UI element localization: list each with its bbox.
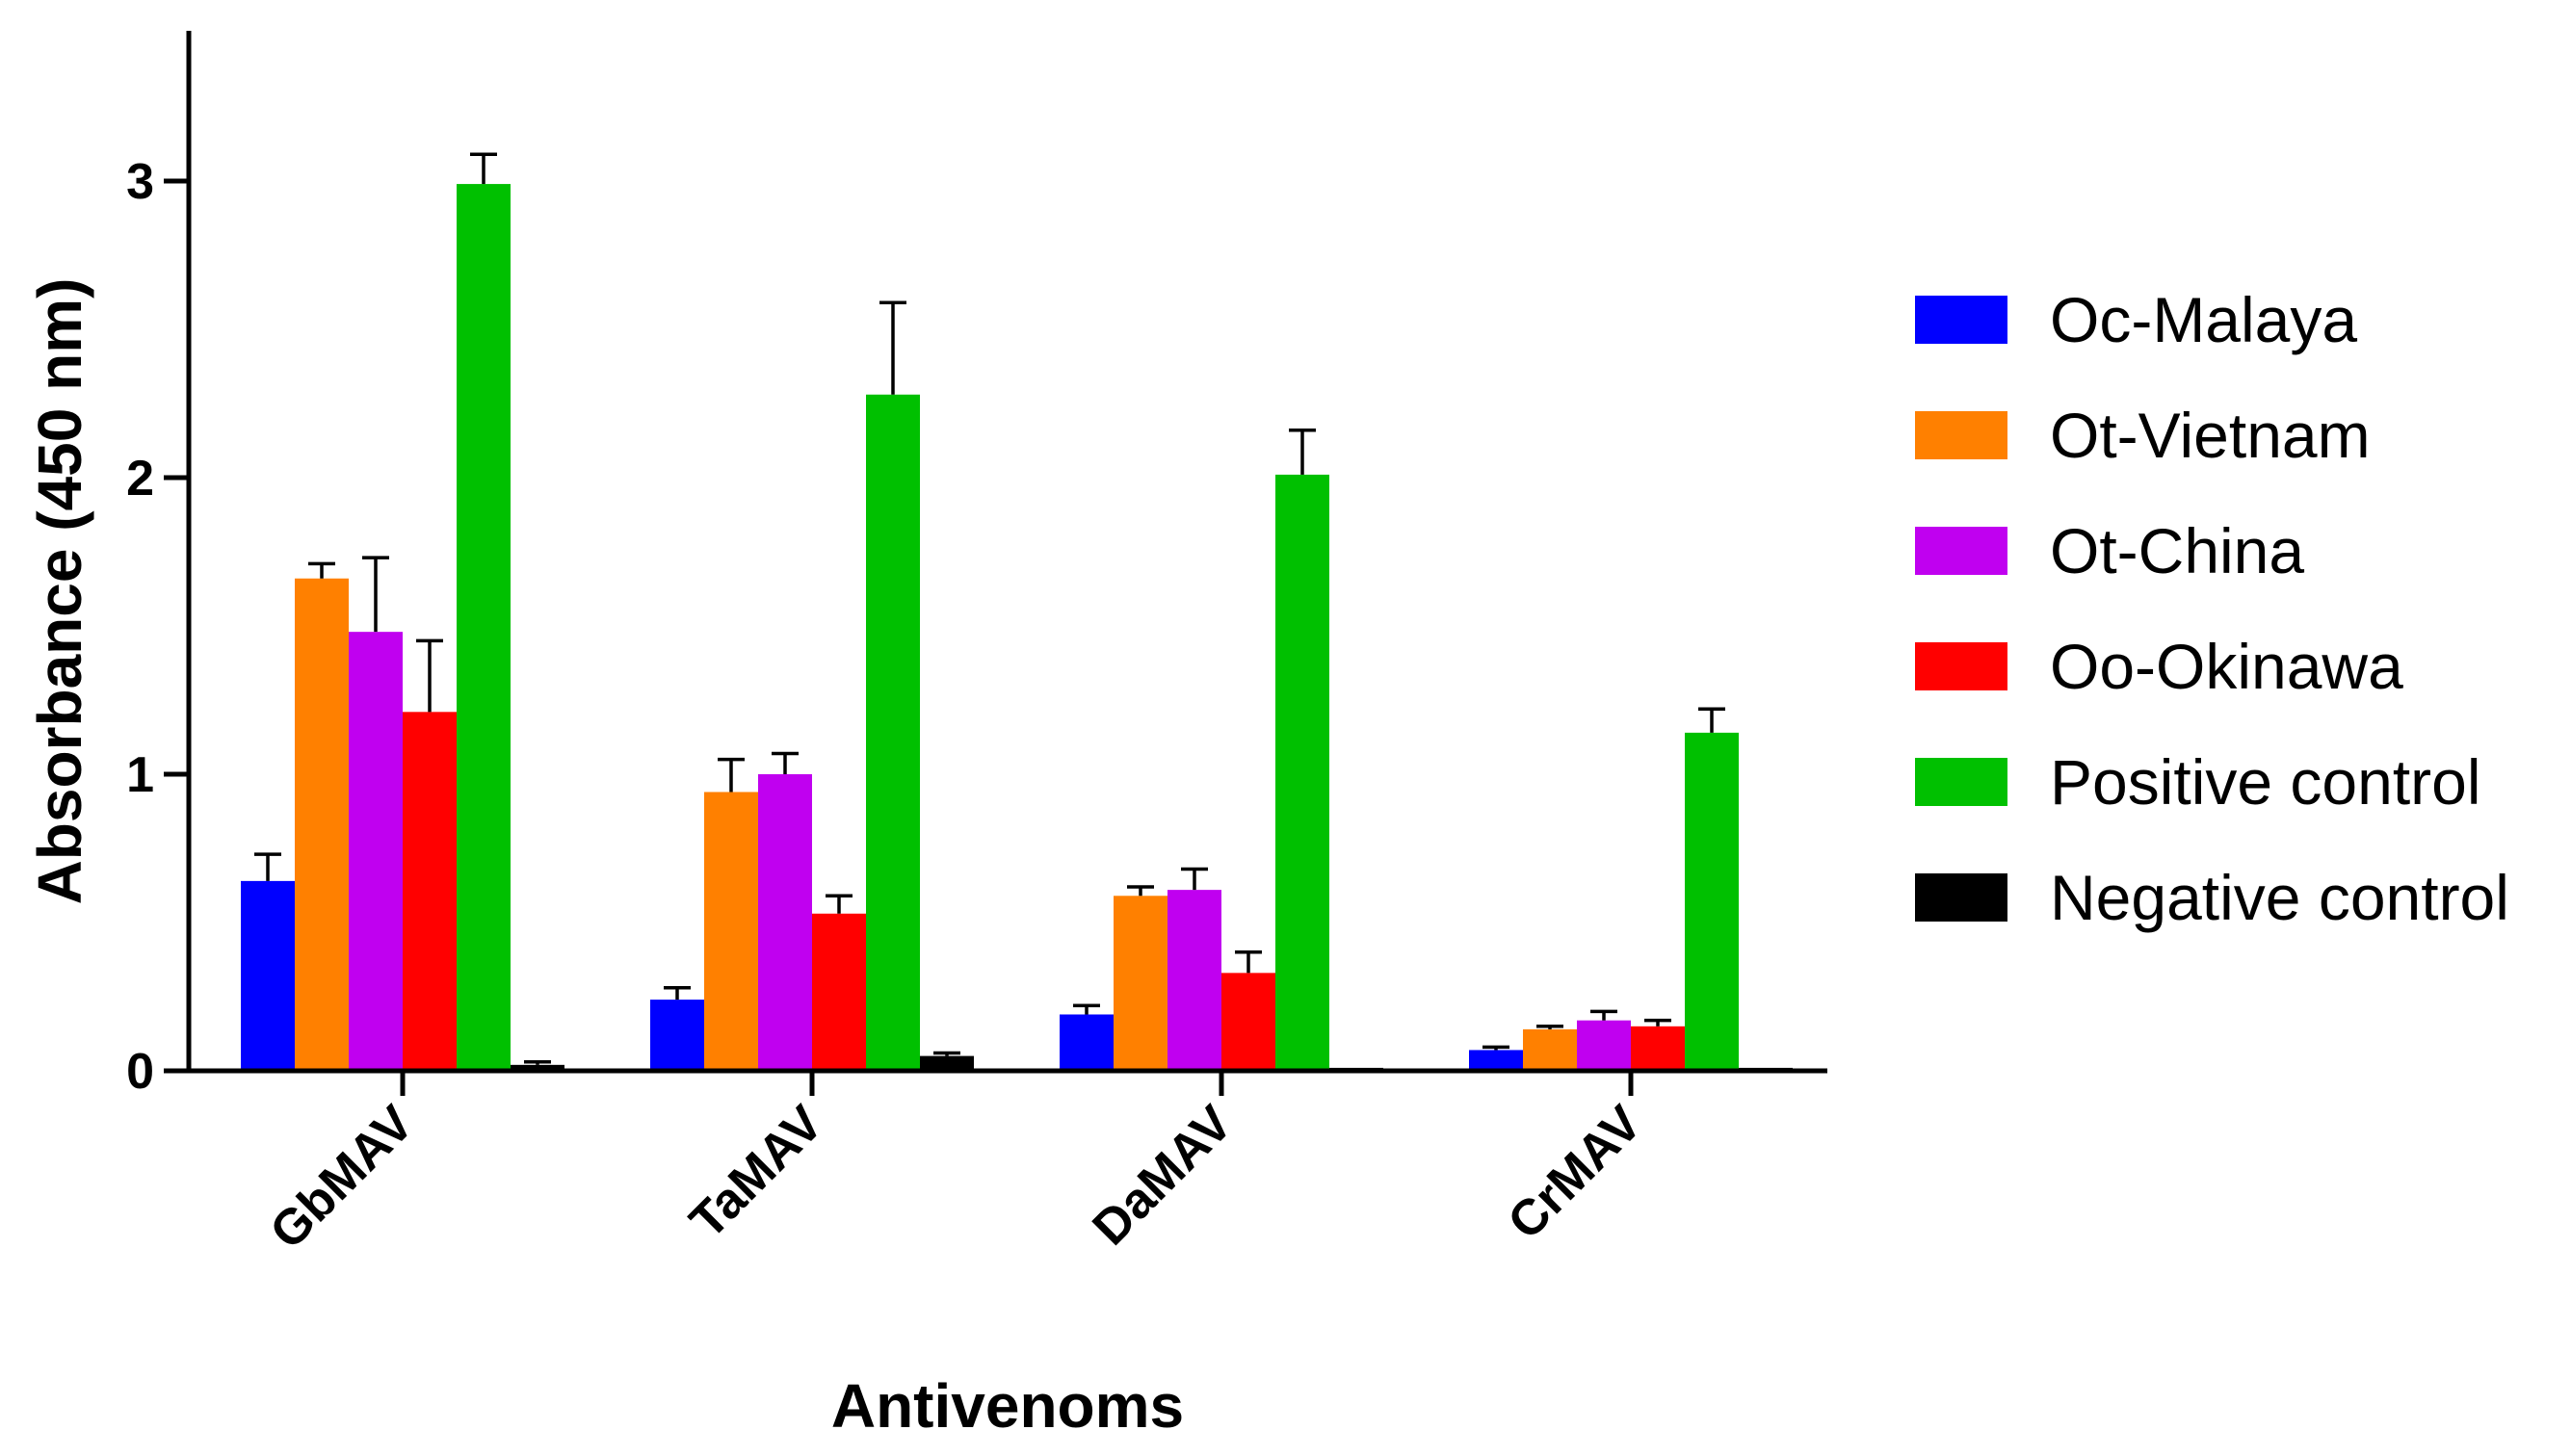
legend-swatch-ot-china: [1915, 527, 2007, 575]
legend-label-oo-okinawa: Oo-Okinawa: [2050, 631, 2403, 702]
bar-gbmav-ot-vietnam: [295, 578, 349, 1071]
bar-damav-oo-okinawa: [1221, 973, 1275, 1071]
bar-tamav-oo-okinawa: [812, 913, 866, 1071]
y-axis-ticks: 0 1 2 3: [126, 154, 189, 1100]
bar-crmav-oo-okinawa: [1631, 1026, 1685, 1071]
bar-crmav-ot-vietnam: [1523, 1028, 1577, 1071]
legend-label-negative-control: Negative control: [2050, 862, 2509, 933]
bar-tamav-negative-control: [920, 1055, 974, 1071]
y-tick-label: 2: [126, 451, 154, 507]
x-tick-label-gbmav: GbMAV: [259, 1095, 424, 1260]
bar-gbmav-positive-control: [457, 184, 511, 1071]
bar-gbmav-negative-control: [511, 1064, 564, 1071]
bar-gbmav-oo-okinawa: [403, 712, 457, 1071]
legend-swatch-ot-vietnam: [1915, 411, 2007, 459]
y-tick-label: 1: [126, 747, 154, 803]
legend-label-ot-china: Ot-China: [2050, 515, 2304, 586]
x-tick-label-crmav: CrMAV: [1498, 1095, 1653, 1250]
bar-damav-ot-china: [1167, 890, 1221, 1071]
x-axis-ticks: GbMAV TaMAV DaMAV CrMAV: [259, 1071, 1653, 1261]
legend: Oc-Malaya Ot-Vietnam Ot-China Oo-Okinawa Pos…: [1915, 284, 2509, 933]
bar-tamav-oc-malaya: [650, 1000, 704, 1071]
bar-crmav-positive-control: [1685, 732, 1739, 1071]
bar-tamav-positive-control: [866, 394, 920, 1071]
bar-damav-positive-control: [1275, 474, 1329, 1071]
bar-tamav-ot-china: [758, 774, 812, 1071]
bar-crmav-ot-china: [1577, 1020, 1631, 1071]
x-tick-label-tamav: TaMAV: [679, 1095, 833, 1249]
bars-layer: [241, 184, 1793, 1071]
legend-label-positive-control: Positive control: [2050, 746, 2481, 818]
y-tick-label: 0: [126, 1044, 154, 1100]
y-axis-title: Absorbance (450 nm): [25, 278, 94, 905]
legend-swatch-positive-control: [1915, 758, 2007, 806]
y-tick-label: 3: [126, 154, 154, 210]
x-axis-title: Antivenoms: [831, 1371, 1184, 1441]
bar-gbmav-ot-china: [349, 632, 403, 1071]
bar-crmav-oc-malaya: [1469, 1050, 1523, 1071]
bar-gbmav-oc-malaya: [241, 880, 295, 1071]
legend-label-oc-malaya: Oc-Malaya: [2050, 284, 2357, 355]
x-tick-label-damav: DaMAV: [1082, 1095, 1243, 1256]
legend-swatch-oo-okinawa: [1915, 642, 2007, 690]
error-bars-layer: [254, 152, 1725, 1065]
legend-swatch-negative-control: [1915, 873, 2007, 922]
legend-label-ot-vietnam: Ot-Vietnam: [2050, 400, 2371, 471]
bar-damav-ot-vietnam: [1114, 896, 1167, 1071]
legend-swatch-oc-malaya: [1915, 296, 2007, 344]
bar-damav-oc-malaya: [1060, 1014, 1114, 1071]
bar-tamav-ot-vietnam: [704, 792, 758, 1071]
